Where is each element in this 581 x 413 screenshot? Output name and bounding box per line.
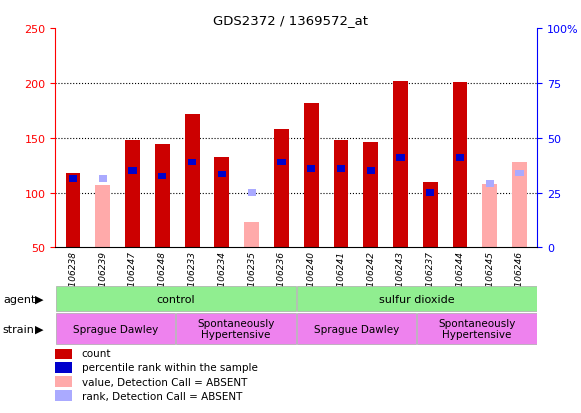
Bar (512, 162, 527, 248)
Text: strain: strain (3, 324, 35, 334)
Bar (244, 223, 259, 248)
Bar (274, 130, 289, 248)
Bar (277, 159, 285, 166)
Bar (56, 313, 175, 344)
Bar (486, 181, 494, 188)
Bar (128, 168, 137, 174)
Text: sulfur dioxide: sulfur dioxide (379, 294, 455, 304)
Bar (55, 348, 72, 359)
Bar (248, 190, 256, 196)
Bar (155, 145, 170, 248)
Bar (333, 140, 349, 248)
Bar (393, 81, 408, 248)
Bar (515, 170, 523, 177)
Text: GDS2372 / 1369572_at: GDS2372 / 1369572_at (213, 14, 368, 27)
Bar (426, 190, 435, 196)
Text: value, Detection Call = ABSENT: value, Detection Call = ABSENT (82, 377, 247, 387)
Bar (512, 162, 527, 248)
Bar (337, 166, 345, 172)
Text: percentile rank within the sample: percentile rank within the sample (82, 363, 257, 373)
Bar (367, 168, 375, 174)
Bar (125, 140, 140, 248)
Bar (297, 287, 537, 311)
Bar (95, 185, 110, 248)
Bar (218, 171, 226, 178)
Bar (396, 155, 404, 161)
Text: Spontaneously
Hypertensive: Spontaneously Hypertensive (439, 318, 516, 339)
Bar (482, 184, 497, 248)
Bar (185, 114, 199, 248)
Text: count: count (82, 349, 111, 358)
Text: agent: agent (3, 294, 35, 304)
Bar (56, 287, 296, 311)
Bar (55, 362, 72, 373)
Text: Sprague Dawley: Sprague Dawley (314, 324, 399, 334)
Text: Sprague Dawley: Sprague Dawley (73, 324, 158, 334)
Text: ▶: ▶ (35, 324, 44, 334)
Text: ▶: ▶ (35, 294, 44, 304)
Bar (214, 158, 229, 248)
Bar (297, 313, 416, 344)
Bar (515, 170, 523, 177)
Text: rank, Detection Call = ABSENT: rank, Detection Call = ABSENT (82, 391, 242, 401)
Bar (456, 155, 464, 161)
Bar (69, 176, 77, 182)
Bar (158, 173, 166, 180)
Bar (423, 182, 437, 248)
Bar (55, 390, 72, 401)
Bar (177, 313, 296, 344)
Text: Spontaneously
Hypertensive: Spontaneously Hypertensive (198, 318, 275, 339)
Bar (188, 159, 196, 166)
Bar (453, 83, 468, 248)
Bar (99, 176, 107, 182)
Bar (307, 166, 315, 172)
Text: control: control (156, 294, 195, 304)
Bar (304, 103, 318, 248)
Bar (66, 173, 81, 248)
Bar (363, 143, 378, 248)
Bar (418, 313, 537, 344)
Bar (55, 376, 72, 387)
